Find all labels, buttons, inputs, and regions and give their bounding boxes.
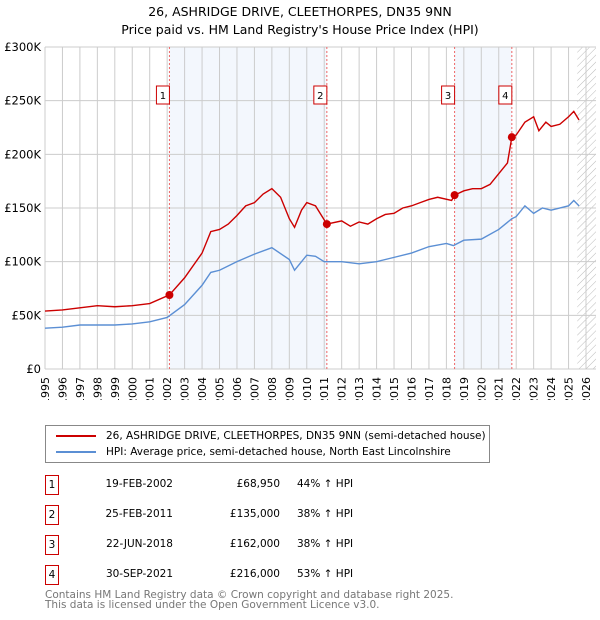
y-tick-label: £250K (4, 94, 41, 108)
x-tick-label: 2002 (161, 377, 174, 400)
sale-label: 3 (445, 91, 451, 102)
x-tick-label: 2004 (196, 377, 209, 400)
x-tick-label: 1998 (91, 377, 104, 400)
x-tick-label: 2024 (545, 377, 558, 400)
x-tick-label: 2013 (353, 377, 366, 400)
x-tick-label: 2003 (179, 377, 192, 400)
x-tick-label: 2008 (266, 377, 279, 400)
x-tick-label: 2025 (563, 377, 576, 400)
footer: Contains HM Land Registry data © Crown c… (45, 589, 454, 611)
series-line-property (44, 110, 580, 312)
x-tick-label: 2001 (144, 377, 157, 400)
sale-point (165, 290, 174, 299)
x-tick-label: 2005 (214, 377, 227, 400)
x-tick-label: 2007 (248, 377, 261, 400)
sale-label-box (313, 85, 328, 105)
sale-hpi-diff: 38% ↑ HPI (297, 508, 354, 520)
sale-point (450, 191, 459, 200)
sale-hpi-diff: 38% ↑ HPI (297, 538, 354, 550)
x-tick-label: 2009 (283, 377, 296, 400)
sale-point (507, 133, 516, 142)
sale-date: 19-FEB-2002 (105, 478, 173, 490)
chart-subtitle: Price paid vs. HM Land Registry's House … (121, 22, 479, 37)
sale-number-badge: 3 (45, 535, 59, 555)
y-tick-label: £150K (4, 201, 41, 215)
y-tick-label: £50K (12, 308, 42, 322)
x-tick-label: 2019 (458, 377, 471, 400)
x-tick-label: 2018 (440, 377, 453, 400)
sale-date: 25-FEB-2011 (105, 508, 173, 520)
sale-number-badge: 1 (45, 475, 59, 495)
legend-swatch-hpi (56, 451, 96, 453)
x-tick-label: 1995 (39, 377, 52, 400)
footer-line2: This data is licensed under the Open Gov… (45, 599, 380, 611)
sale-label: 1 (160, 91, 166, 102)
sale-label-box (498, 85, 513, 105)
legend: 26, ASHRIDGE DRIVE, CLEETHORPES, DN35 9N… (45, 425, 490, 463)
sale-hpi-diff: 53% ↑ HPI (297, 568, 354, 580)
x-tick-label: 2023 (528, 377, 541, 400)
sale-price: £135,000 (229, 508, 280, 520)
sale-number-badge: 4 (45, 565, 59, 585)
sale-label: 4 (502, 91, 508, 102)
x-tick-label: 2012 (336, 377, 349, 400)
sale-number-badge: 2 (45, 505, 59, 525)
x-tick-label: 2016 (405, 377, 418, 400)
x-tick-label: 2011 (318, 377, 331, 400)
chart-title: 26, ASHRIDGE DRIVE, CLEETHORPES, DN35 9N… (148, 4, 452, 19)
sale-point (322, 220, 331, 229)
sale-label-box (441, 85, 456, 105)
x-tick-label: 1997 (74, 377, 87, 400)
x-tick-label: 2017 (423, 377, 436, 400)
legend-label-property: 26, ASHRIDGE DRIVE, CLEETHORPES, DN35 9N… (106, 430, 486, 442)
sale-date: 30-SEP-2021 (105, 568, 173, 580)
x-tick-label: 2015 (388, 377, 401, 400)
x-tick-label: 2006 (231, 377, 244, 400)
x-tick-label: 2020 (475, 377, 488, 400)
x-tick-label: 2021 (493, 377, 506, 400)
y-tick-label: £200K (4, 147, 41, 161)
y-tick-label: £300K (4, 40, 41, 54)
legend-label-hpi: HPI: Average price, semi-detached house,… (106, 446, 451, 458)
x-tick-label: 2010 (301, 377, 314, 400)
sale-price: £162,000 (229, 538, 280, 550)
y-tick-label: £100K (4, 255, 41, 269)
sale-label-box (155, 85, 170, 105)
x-tick-label: 2022 (510, 377, 523, 400)
footer-line1: Contains HM Land Registry data © Crown c… (45, 589, 454, 601)
x-tick-label: 1999 (109, 377, 122, 400)
y-tick-label: £0 (26, 362, 41, 376)
sale-price: £68,950 (236, 478, 280, 490)
sale-date: 22-JUN-2018 (106, 538, 173, 550)
sale-price: £216,000 (229, 568, 280, 580)
sale-label: 2 (317, 91, 323, 102)
x-tick-label: 2014 (371, 377, 384, 400)
legend-swatch-property (56, 435, 96, 437)
x-tick-label: 2000 (126, 377, 139, 400)
x-tick-label: 2026 (580, 377, 593, 400)
x-tick-label: 1996 (56, 377, 69, 400)
chart: 1995 1996 1997 1998 1999 2000 2001 2002 2003 2004… (4, 40, 596, 400)
sale-hpi-diff: 44% ↑ HPI (297, 478, 354, 490)
series-line-hpi (44, 199, 580, 329)
